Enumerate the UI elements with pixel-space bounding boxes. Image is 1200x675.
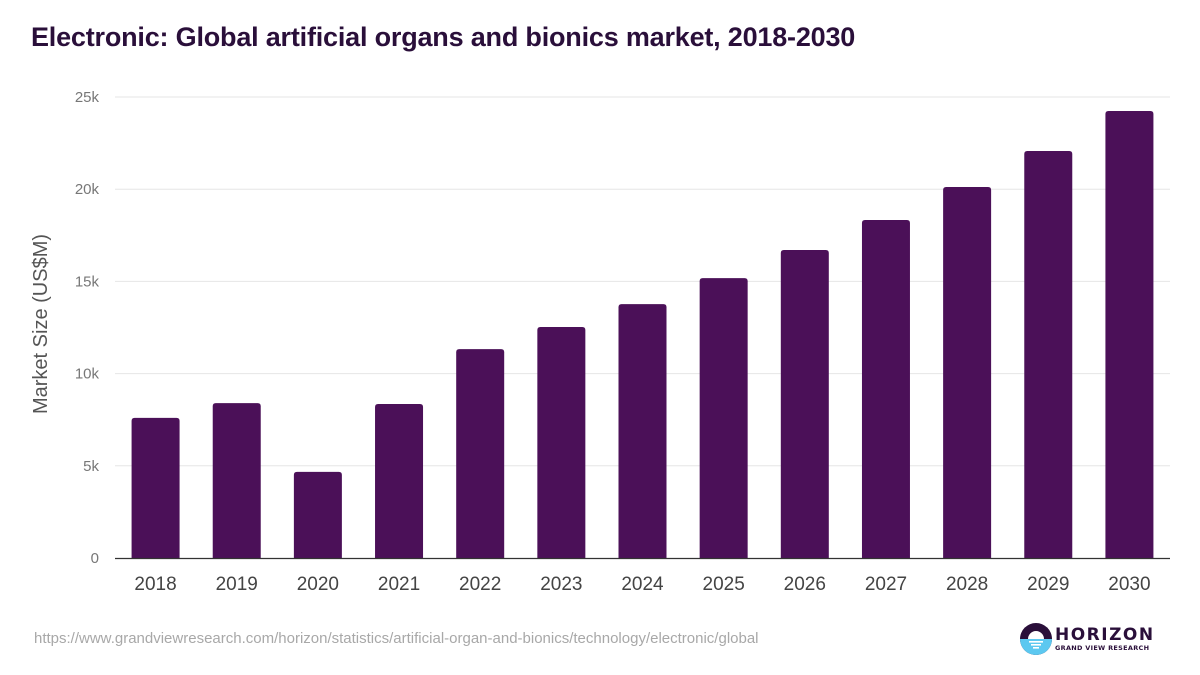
bar-2025[interactable] <box>699 278 748 558</box>
x-tick-label: 2030 <box>1108 574 1150 595</box>
bar-2020[interactable] <box>293 471 342 558</box>
x-tick-label: 2025 <box>703 574 745 595</box>
bar-2028[interactable] <box>943 186 992 559</box>
bar-2023[interactable] <box>537 326 586 558</box>
y-tick-label: 20k <box>75 181 100 198</box>
logo-name: HORIZON <box>1055 625 1155 645</box>
y-tick-label: 25k <box>75 89 100 106</box>
y-axis-ticks: 0 5k 10k 15k 20k 25k <box>75 89 100 567</box>
x-tick-label: 2029 <box>1027 574 1069 595</box>
source-url[interactable]: https://www.grandviewresearch.com/horizo… <box>34 630 759 647</box>
x-tick-label: 2024 <box>621 574 664 595</box>
bar-2022[interactable] <box>456 349 505 558</box>
horizon-logo-icon <box>1020 623 1052 655</box>
bar-2030[interactable] <box>1105 111 1154 558</box>
horizon-logo: HORIZON GRAND VIEW RESEARCH <box>1019 622 1159 656</box>
bar-2018[interactable] <box>131 417 180 558</box>
bar-2024[interactable] <box>618 304 667 558</box>
bars <box>131 111 1154 559</box>
logo-subtitle: GRAND VIEW RESEARCH <box>1055 644 1150 652</box>
y-axis-label: Market Size (US$M) <box>30 234 52 414</box>
x-tick-label: 2023 <box>540 574 582 595</box>
bar-chart: 0 5k 10k 15k 20k 25k 2018 2019 2020 2021 2022 2023… <box>30 89 1170 595</box>
bar-2029[interactable] <box>1024 151 1073 558</box>
bar-2021[interactable] <box>375 404 424 558</box>
bar-2019[interactable] <box>212 403 261 558</box>
x-tick-label: 2028 <box>946 574 988 595</box>
x-tick-label: 2018 <box>134 574 176 595</box>
x-tick-label: 2022 <box>459 574 501 595</box>
y-tick-label: 10k <box>75 366 100 383</box>
x-tick-label: 2026 <box>784 574 826 595</box>
y-tick-label: 15k <box>75 273 100 290</box>
y-tick-label: 0 <box>91 550 99 567</box>
bar-2026[interactable] <box>780 250 829 558</box>
x-tick-label: 2020 <box>297 574 339 595</box>
x-axis-ticks: 2018 2019 2020 2021 2022 2023 2024 2025 2026 2027… <box>134 574 1150 595</box>
y-tick-label: 5k <box>83 458 99 475</box>
x-tick-label: 2019 <box>216 574 258 595</box>
x-tick-label: 2027 <box>865 574 907 595</box>
chart-title: Electronic: Global artificial organs and… <box>31 22 856 52</box>
bar-2027[interactable] <box>861 219 910 558</box>
x-tick-label: 2021 <box>378 574 420 595</box>
